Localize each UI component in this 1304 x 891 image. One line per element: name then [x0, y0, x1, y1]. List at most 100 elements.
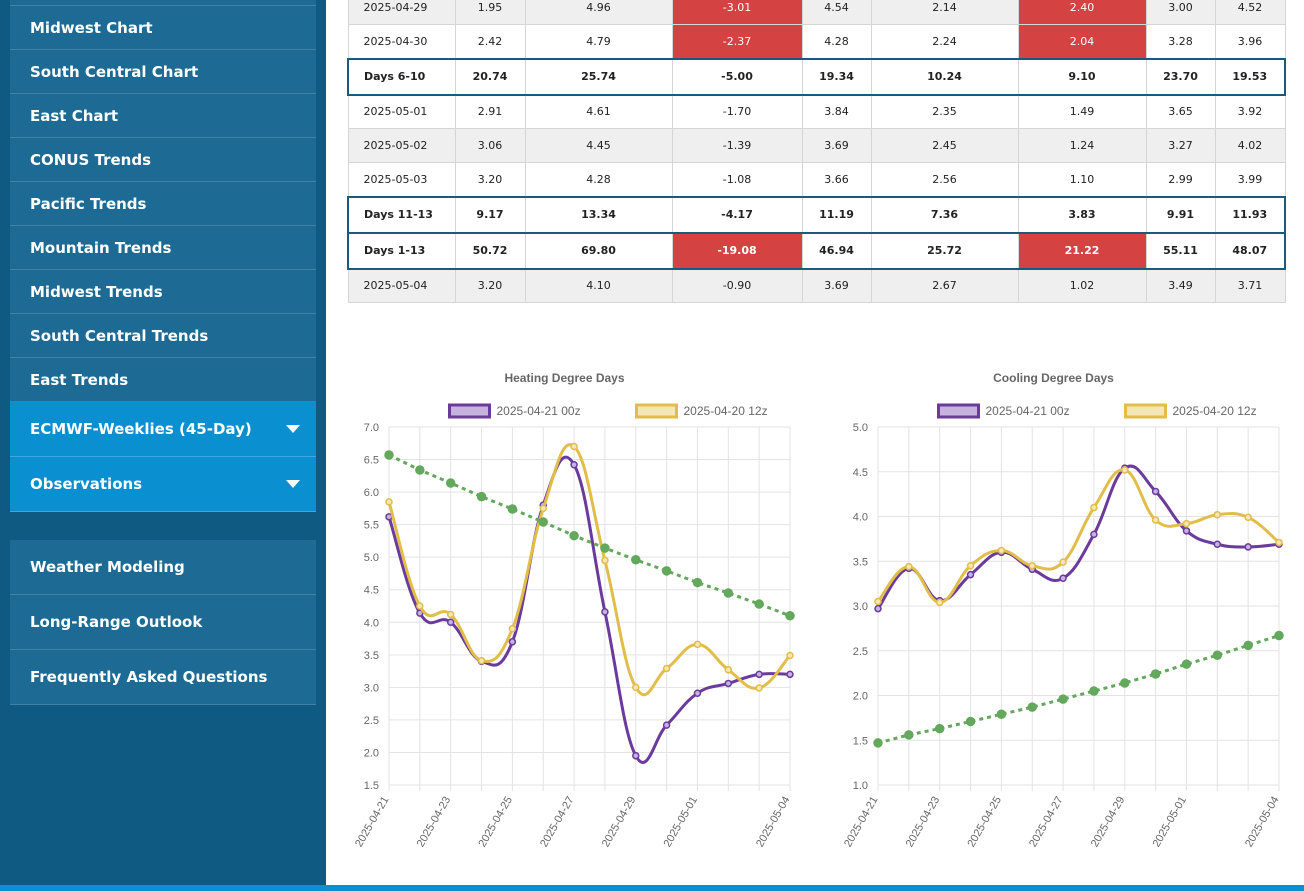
data-point[interactable]	[1244, 543, 1252, 551]
data-point[interactable]	[1212, 650, 1223, 660]
data-point[interactable]	[508, 625, 517, 633]
data-point[interactable]	[1182, 519, 1191, 528]
data-point[interactable]	[600, 543, 610, 553]
data-point[interactable]	[1121, 466, 1129, 474]
legend-label[interactable]: 2025-04-21 00z	[497, 404, 581, 418]
sidebar-item-observations[interactable]: Observations	[10, 457, 316, 512]
sidebar-item-ecmwf-weeklies-45-day[interactable]: ECMWF-Weeklies (45-Day)	[10, 402, 316, 457]
data-point[interactable]	[692, 577, 703, 588]
data-point[interactable]	[1059, 574, 1067, 583]
data-point[interactable]	[905, 562, 913, 571]
data-point[interactable]	[631, 555, 641, 565]
data-point[interactable]	[1059, 558, 1067, 566]
data-point[interactable]	[1182, 527, 1191, 535]
sidebar-item-midwest-chart[interactable]: Midwest Chart	[10, 6, 316, 50]
sidebar-item-east-trends[interactable]: East Trends	[10, 358, 316, 402]
data-point[interactable]	[724, 679, 733, 688]
data-point[interactable]	[601, 556, 609, 565]
data-point[interactable]	[507, 504, 518, 514]
data-point[interactable]	[1244, 513, 1252, 522]
data-point[interactable]	[1274, 630, 1284, 641]
data-point[interactable]	[934, 723, 945, 734]
legend-label[interactable]: 2025-04-20 12z	[1173, 404, 1257, 418]
legend-swatch[interactable]	[1124, 403, 1167, 419]
sidebar-item-long-range-outlook[interactable]: Long-Range Outlook	[10, 595, 316, 650]
sidebar-item-frequently-asked-questions[interactable]: Frequently Asked Questions	[10, 650, 316, 705]
data-point[interactable]	[874, 597, 882, 606]
data-point[interactable]	[785, 611, 795, 621]
sidebar-item-south-central-chart[interactable]: South Central Chart	[10, 50, 316, 94]
legend-swatch[interactable]	[635, 403, 678, 419]
data-point[interactable]	[446, 618, 455, 627]
data-point[interactable]	[1028, 561, 1036, 570]
data-point[interactable]	[1090, 503, 1098, 512]
data-point[interactable]	[384, 450, 394, 460]
data-point[interactable]	[1243, 640, 1253, 651]
data-point[interactable]	[693, 640, 702, 649]
data-point[interactable]	[755, 684, 763, 692]
data-point[interactable]	[477, 656, 486, 665]
data-point[interactable]	[966, 570, 975, 579]
data-point[interactable]	[538, 517, 548, 527]
data-point[interactable]	[1090, 530, 1098, 539]
sidebar-item-mountain-trends[interactable]: Mountain Trends	[10, 226, 316, 270]
data-point[interactable]	[723, 588, 734, 598]
data-point[interactable]	[1151, 516, 1160, 524]
data-point[interactable]	[786, 670, 794, 679]
legend-label[interactable]: 2025-04-20 12z	[684, 404, 768, 418]
data-point[interactable]	[416, 609, 424, 617]
sidebar-item-conus-trends[interactable]: CONUS Trends	[10, 138, 316, 182]
data-point[interactable]	[755, 670, 763, 679]
data-point[interactable]	[754, 599, 764, 609]
data-point[interactable]	[693, 689, 702, 697]
data-point[interactable]	[570, 442, 578, 451]
data-point[interactable]	[662, 664, 671, 673]
data-point[interactable]	[632, 683, 640, 692]
legend-swatch[interactable]	[448, 403, 491, 419]
data-point[interactable]	[415, 465, 425, 475]
data-point[interactable]	[996, 709, 1007, 720]
data-point[interactable]	[476, 491, 487, 502]
chevron-down-icon[interactable]	[286, 480, 300, 488]
data-point[interactable]	[661, 566, 672, 576]
data-point[interactable]	[385, 498, 393, 506]
data-point[interactable]	[965, 716, 976, 727]
sidebar-item-weather-modeling[interactable]: Weather Modeling	[10, 540, 316, 595]
legend-swatch[interactable]	[937, 403, 980, 419]
data-point[interactable]	[904, 730, 914, 740]
data-point[interactable]	[1181, 659, 1192, 669]
data-point[interactable]	[632, 751, 640, 760]
data-point[interactable]	[508, 638, 517, 646]
data-point[interactable]	[874, 604, 882, 613]
data-point[interactable]	[786, 651, 794, 660]
data-point[interactable]	[601, 608, 609, 616]
data-point[interactable]	[873, 738, 883, 748]
data-point[interactable]	[935, 598, 944, 607]
data-point[interactable]	[1089, 686, 1099, 696]
data-point[interactable]	[1275, 538, 1283, 547]
data-point[interactable]	[1058, 694, 1068, 704]
data-point[interactable]	[539, 504, 547, 513]
data-point[interactable]	[1213, 510, 1222, 519]
sidebar-item-east-chart[interactable]: East Chart	[10, 94, 316, 138]
data-point[interactable]	[1151, 487, 1160, 496]
data-point[interactable]	[416, 602, 424, 610]
data-point[interactable]	[1213, 540, 1222, 548]
legend-label[interactable]: 2025-04-21 00z	[986, 404, 1070, 418]
data-point[interactable]	[445, 478, 456, 488]
data-point[interactable]	[966, 561, 975, 570]
data-point[interactable]	[569, 530, 579, 541]
data-point[interactable]	[724, 666, 733, 674]
sidebar-item-midwest-trends[interactable]: Midwest Trends	[10, 270, 316, 314]
sidebar-item-south-central-trends[interactable]: South Central Trends	[10, 314, 316, 358]
data-point[interactable]	[1120, 678, 1130, 688]
data-point[interactable]	[570, 461, 578, 469]
data-point[interactable]	[1150, 669, 1161, 679]
sidebar-item-pacific-trends[interactable]: Pacific Trends	[10, 182, 316, 226]
data-point[interactable]	[446, 610, 455, 619]
data-point[interactable]	[997, 546, 1006, 555]
chevron-down-icon[interactable]	[286, 425, 300, 433]
row-label-cell: 2025-04-29	[347, 0, 456, 25]
data-point[interactable]	[662, 721, 671, 729]
data-point[interactable]	[1027, 702, 1037, 712]
